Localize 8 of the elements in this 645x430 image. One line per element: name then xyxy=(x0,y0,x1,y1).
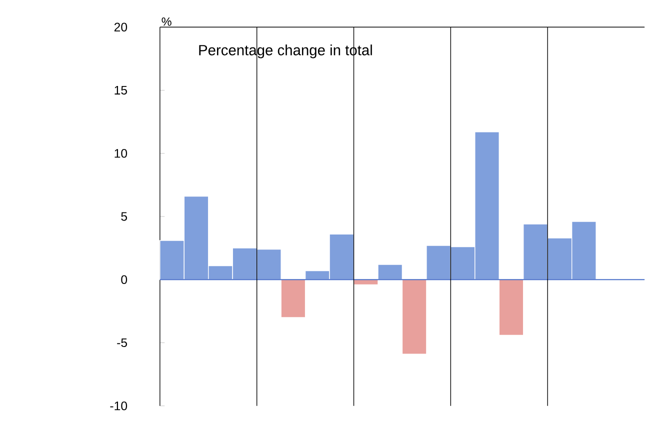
y-tick-label: 20 xyxy=(114,22,128,32)
y-tick-label: 0 xyxy=(121,275,128,284)
y-tick-label: -10 xyxy=(110,401,128,410)
y-tick-label: 10 xyxy=(114,148,128,158)
y-tick-label: 15 xyxy=(114,86,128,94)
y-tick-label: 5 xyxy=(121,212,128,221)
y-axis-title: % xyxy=(162,17,172,26)
y-tick-label: -5 xyxy=(117,338,128,347)
